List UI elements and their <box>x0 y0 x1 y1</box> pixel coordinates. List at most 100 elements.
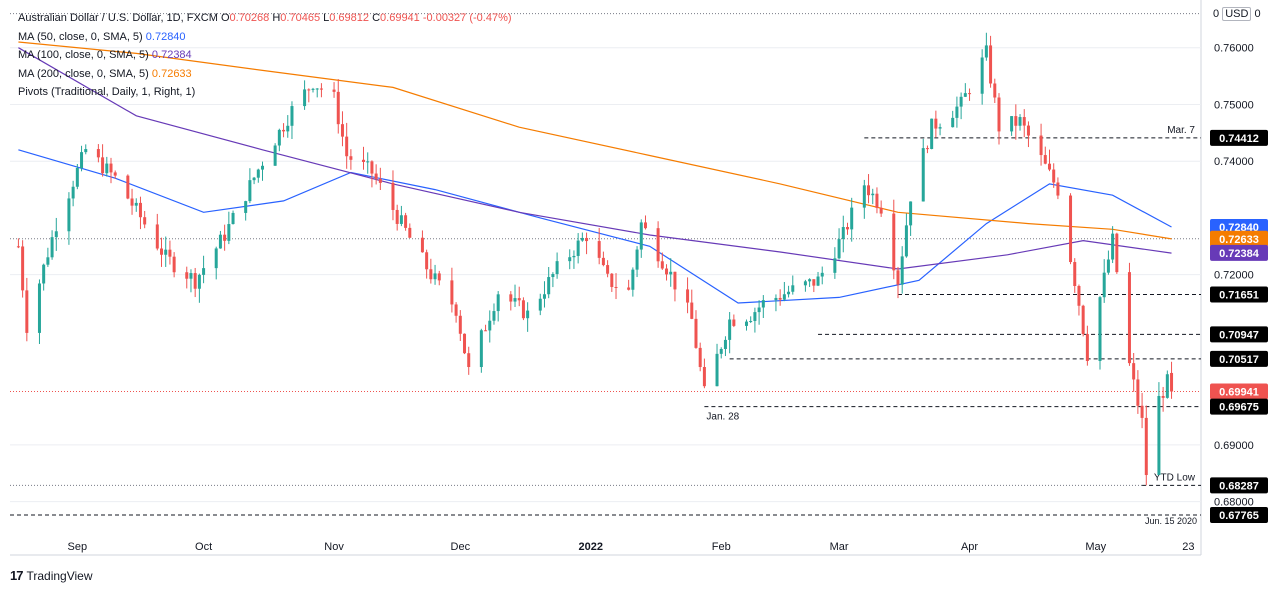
candle-body <box>311 88 315 90</box>
currency-selector[interactable]: 0 USD 0 <box>1213 7 1261 21</box>
candle-body <box>925 148 929 150</box>
candle-body <box>54 231 58 238</box>
legend-symbol-row: Australian Dollar / U.S. Dollar, 1D, FXC… <box>18 9 512 28</box>
candle-body <box>143 217 147 225</box>
candle-body <box>698 347 702 368</box>
ohlc-high: 0.70465 <box>280 12 321 24</box>
candle-body <box>197 274 201 289</box>
candle-body <box>429 269 433 280</box>
y-tick-label: 0.68000 <box>1214 497 1254 509</box>
price-badge <box>1210 350 1268 367</box>
x-tick-label: May <box>1085 541 1106 553</box>
currency-suffix: 0 <box>1254 8 1261 20</box>
candle-body <box>1039 135 1043 156</box>
ohlc-close: 0.69941 <box>380 12 420 24</box>
price-badge-label: 0.68287 <box>1219 480 1259 492</box>
candle-body <box>513 298 517 302</box>
candle-body <box>252 177 256 181</box>
candle-body <box>812 279 816 286</box>
candle-body <box>1069 195 1073 263</box>
candle-body <box>791 285 795 292</box>
candle-body <box>454 304 458 316</box>
candle-body <box>1047 163 1051 170</box>
x-tick-label: 23 <box>1182 541 1194 553</box>
candle-body <box>467 353 471 368</box>
candle-body <box>46 257 50 265</box>
candle-body <box>303 89 307 107</box>
candle-body <box>138 202 142 218</box>
ohlc-high-label: H <box>272 12 281 24</box>
candle-body <box>231 212 235 225</box>
x-tick-label: 2022 <box>579 541 603 553</box>
candle-body <box>1077 286 1081 306</box>
ohlc-low: 0.69812 <box>329 12 370 24</box>
candle-body <box>223 234 227 241</box>
candle-body <box>450 280 454 305</box>
x-tick-label: Sep <box>68 541 88 553</box>
candle-body <box>160 248 164 255</box>
candle-body <box>867 185 871 196</box>
candle-body <box>728 319 732 340</box>
candle-body <box>934 118 938 129</box>
candle-body <box>576 240 580 256</box>
candle-body <box>782 294 786 300</box>
candle-body <box>984 45 988 58</box>
candle-body <box>1127 272 1131 364</box>
candle-body <box>694 318 698 348</box>
candle-body <box>951 117 955 128</box>
candle-body <box>896 270 900 285</box>
candle-body <box>1052 169 1056 183</box>
candle-body <box>437 273 441 281</box>
candle-body <box>580 237 584 241</box>
candle-body <box>463 333 467 354</box>
candle-body <box>370 161 374 174</box>
price-badge-label: 0.74412 <box>1219 133 1259 145</box>
currency-code[interactable]: USD <box>1222 7 1252 21</box>
candle-body <box>193 273 197 289</box>
x-tick-label: Oct <box>195 541 212 553</box>
candle-body <box>627 287 631 290</box>
candle-body <box>362 159 366 162</box>
candle-body <box>307 89 311 91</box>
legend-ma200[interactable]: MA (200, close, 0, SMA, 5) 0.72633 <box>18 65 512 84</box>
tradingview-footer[interactable]: 17 TradingView <box>10 568 93 583</box>
price-badge <box>1210 477 1268 494</box>
chart-legend: Australian Dollar / U.S. Dollar, 1D, FXC… <box>18 9 512 102</box>
x-tick-label: Apr <box>961 541 978 553</box>
candle-body <box>808 279 812 282</box>
candle-body <box>690 302 694 319</box>
price-badge <box>1210 383 1268 400</box>
candle-body <box>488 320 492 331</box>
y-tick-label: 0.69000 <box>1214 440 1254 452</box>
candle-body <box>1136 379 1140 406</box>
candle-body <box>492 311 496 321</box>
candle-body <box>1081 305 1085 335</box>
candle-body <box>244 201 248 213</box>
price-badge <box>1210 506 1268 523</box>
candle-body <box>290 106 294 126</box>
legend-pivots[interactable]: Pivots (Traditional, Daily, 1, Right, 1) <box>18 83 512 102</box>
candle-body <box>572 255 576 258</box>
candle-body <box>597 241 601 258</box>
candle-body <box>938 127 942 129</box>
candle-body <box>669 271 673 275</box>
price-badge <box>1210 286 1268 303</box>
candle-body <box>816 276 820 286</box>
candle-body <box>130 198 134 206</box>
price-badge-label: 0.69941 <box>1219 386 1259 398</box>
candle-body <box>319 88 323 90</box>
candle-body <box>656 228 660 262</box>
legend-ma100[interactable]: MA (100, close, 0, SMA, 5) 0.72384 <box>18 46 512 65</box>
ma200-value: 0.72633 <box>151 67 192 80</box>
legend-ma50[interactable]: MA (50, close, 0, SMA, 5) 0.72840 <box>18 28 512 47</box>
ma50-label: MA (50, close, 0, SMA, 5) <box>18 30 143 43</box>
candle-body <box>1014 116 1018 126</box>
candle-body <box>1140 405 1144 418</box>
candle-body <box>631 269 635 290</box>
candle-body <box>185 272 189 279</box>
ma50-value: 0.72840 <box>145 30 186 43</box>
candle-body <box>164 249 168 255</box>
candle-body <box>37 283 41 333</box>
candle-body <box>753 312 757 321</box>
